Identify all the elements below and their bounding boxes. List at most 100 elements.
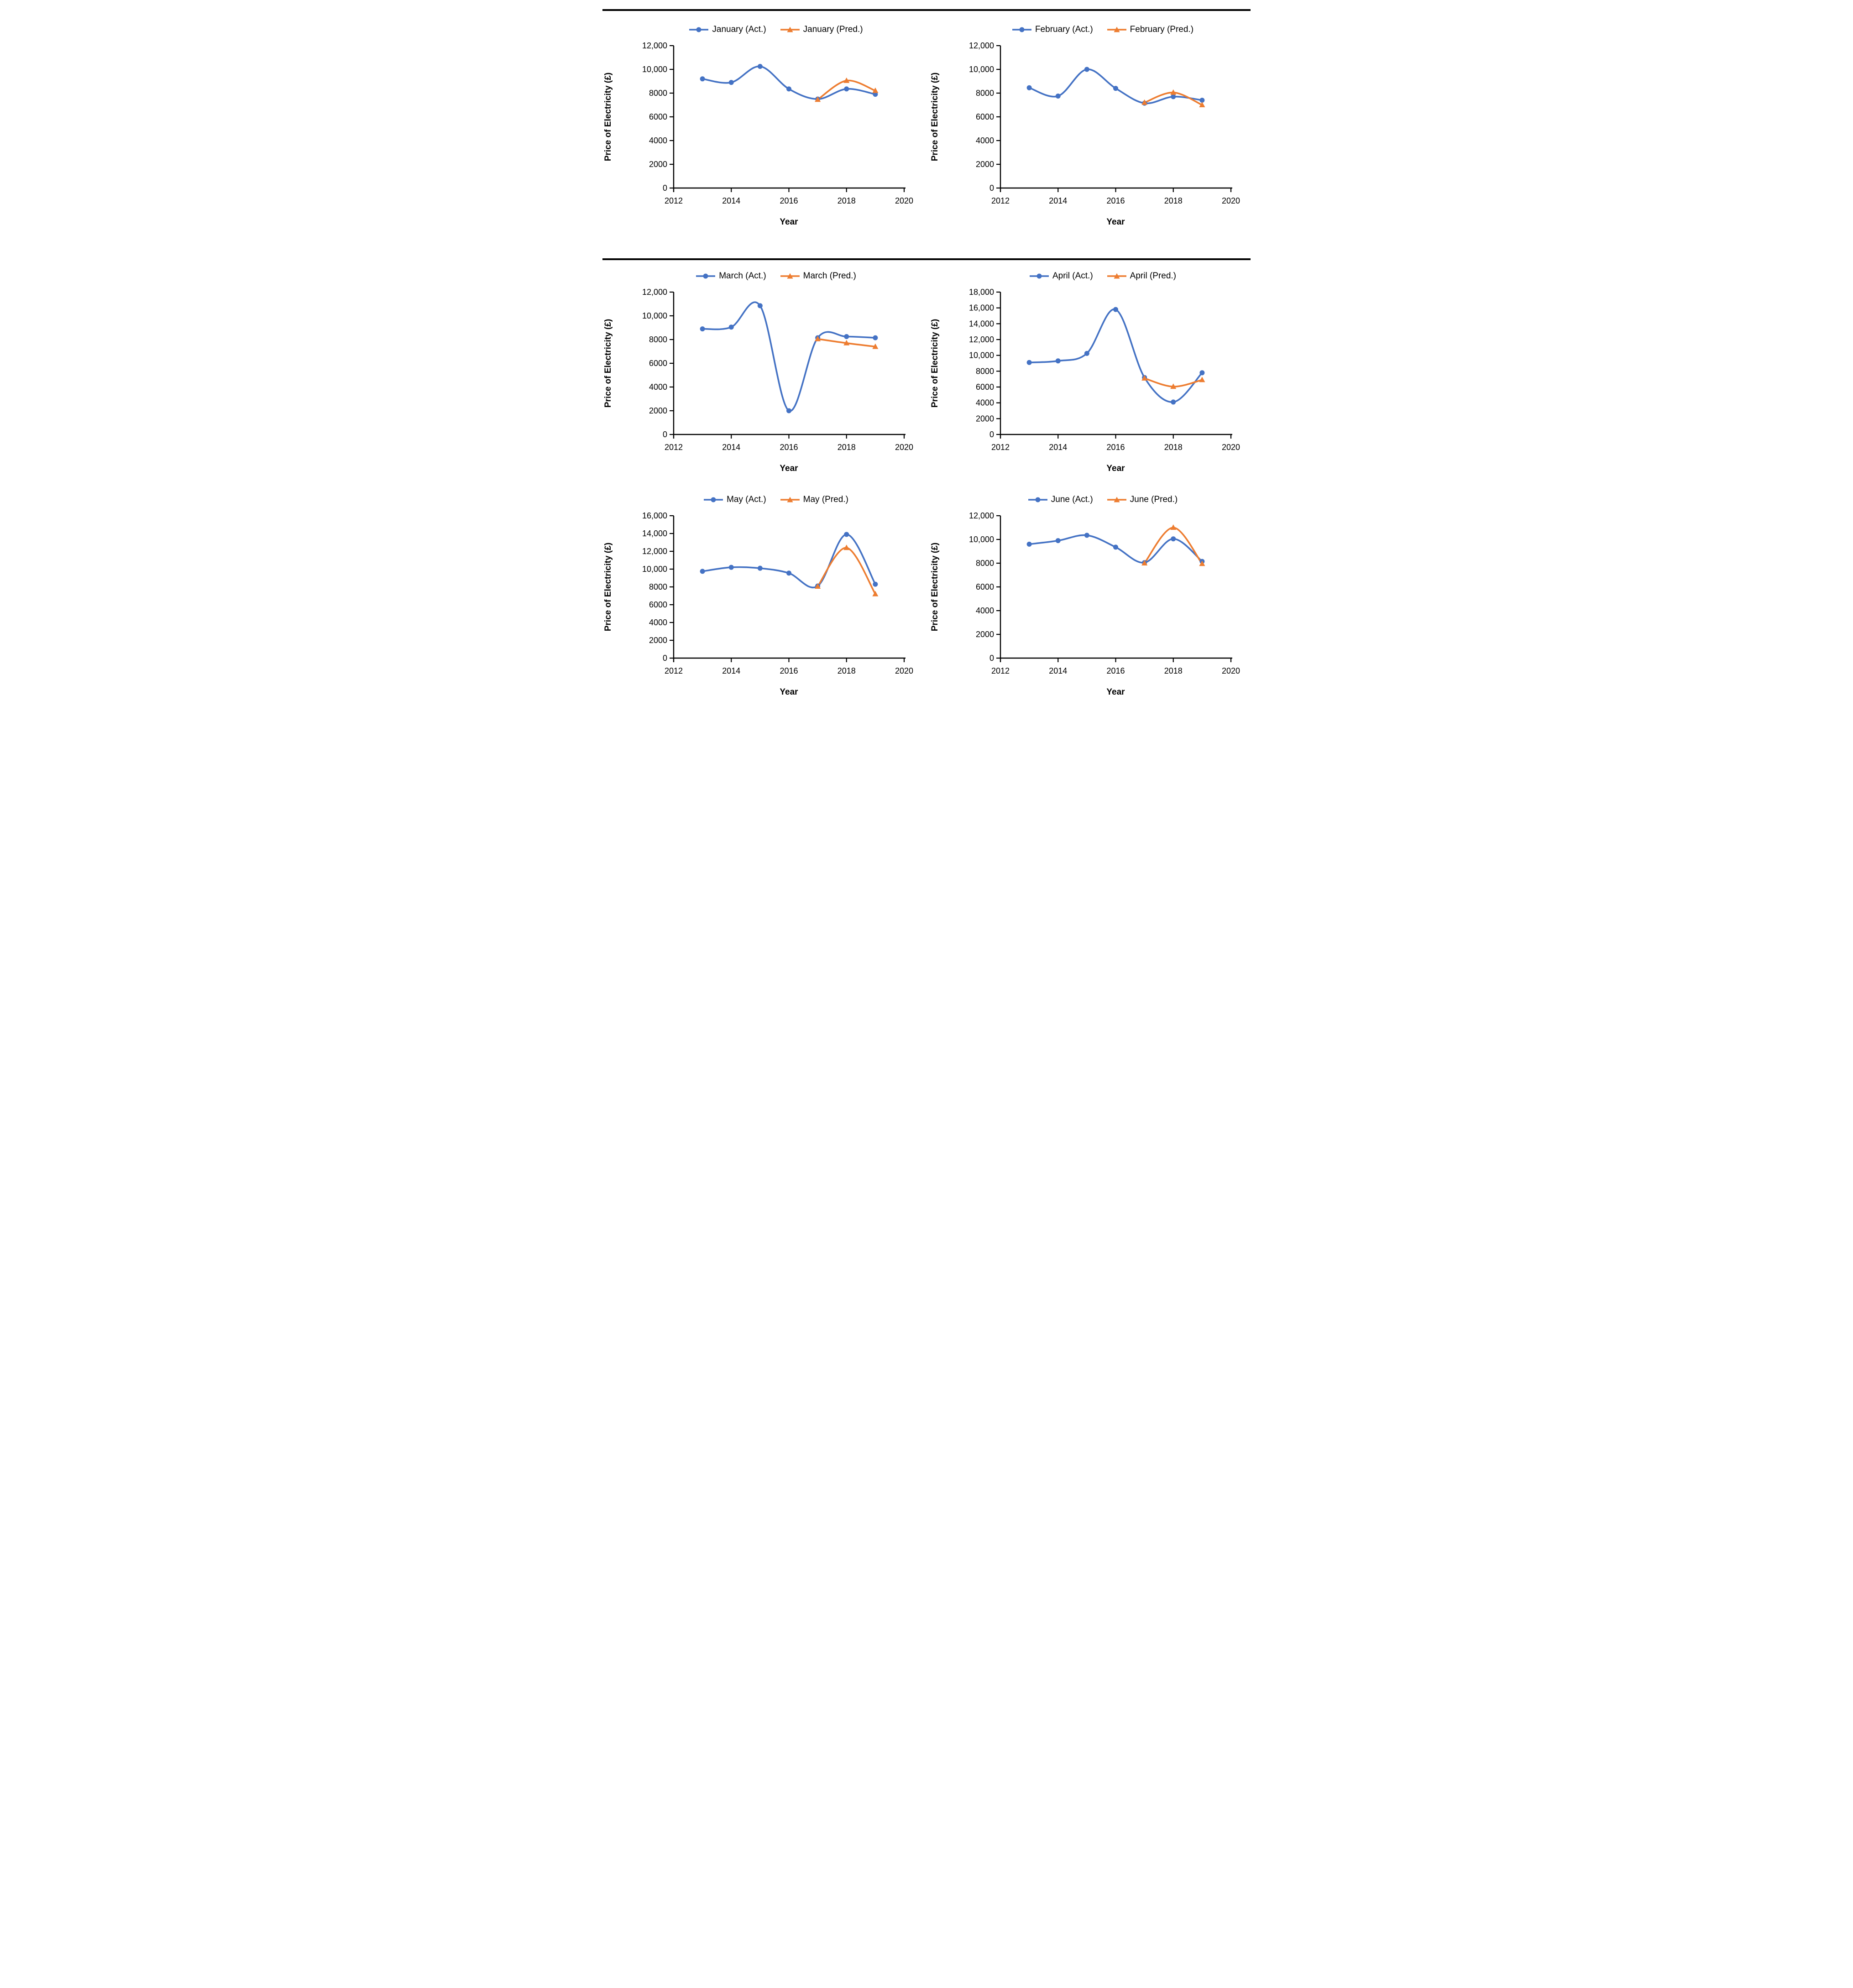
x-tick-label: 2020 — [1222, 443, 1240, 452]
charts-grid: January (Act.) January (Pred.) 0 2000 4000 60… — [600, 24, 1253, 717]
y-tick-label: 2000 — [649, 160, 667, 169]
actual-series-line — [701, 301, 876, 412]
x-tick-label: 2014 — [722, 666, 740, 675]
actual-series-legend-marker-icon — [1012, 27, 1031, 32]
y-axis-title: Price of Electricity (£) — [603, 543, 613, 631]
y-tick-label: 2000 — [649, 636, 667, 645]
data-point-marker — [844, 532, 849, 537]
data-point-marker — [1141, 375, 1148, 381]
actual-series-legend-marker-icon — [696, 273, 716, 279]
y-tick-label: 6000 — [976, 112, 994, 121]
data-point-marker — [843, 340, 850, 345]
data-point-marker — [1055, 538, 1061, 544]
y-tick-label: 8000 — [649, 89, 667, 98]
plot-april: 0 2000 4000 6000 8000 10,000 12,000 14,000 16,00… — [930, 288, 1240, 473]
y-tick-label: 0 — [989, 654, 994, 663]
y-tick-label: 2000 — [976, 160, 994, 169]
x-tick-label: 2016 — [1106, 666, 1125, 675]
x-tick-label: 2012 — [665, 666, 683, 675]
data-point-marker — [786, 570, 791, 576]
chart-may: May (Act.) May (Pred.) 0 2000 4000 6000 8000 10… — [600, 494, 926, 717]
actual-series-markers — [1026, 307, 1205, 405]
legend-item-actual: June (Act.) — [1028, 495, 1093, 505]
data-point-marker — [1170, 89, 1177, 95]
data-point-marker — [728, 80, 734, 85]
y-tick-label: 10,000 — [969, 65, 994, 74]
data-point-marker — [757, 64, 763, 69]
y-tick-label: 2000 — [976, 630, 994, 639]
y-tick-label: 10,000 — [642, 65, 667, 74]
data-point-marker — [700, 76, 705, 82]
x-tick-label: 2018 — [838, 196, 856, 205]
legend-label-predicted: March (Pred.) — [803, 271, 856, 281]
chart-april: April (Act.) April (Pred.) 0 2000 4000 6000 80… — [926, 270, 1253, 494]
data-point-marker — [872, 591, 879, 596]
x-tick-label: 2020 — [1222, 196, 1240, 205]
legend-label-actual: May (Act.) — [727, 495, 766, 504]
legend-label-predicted: April (Pred.) — [1130, 271, 1177, 281]
plot-january: 0 2000 4000 6000 8000 10,000 12,000 2012 2014 201… — [603, 41, 913, 227]
plot-march: 0 2000 4000 6000 8000 10,000 12,000 2012 2014 201… — [603, 288, 913, 473]
legend-label-actual: June (Act.) — [1051, 495, 1093, 504]
legend-label-predicted: May (Pred.) — [803, 495, 848, 504]
x-tick-label: 2020 — [1222, 666, 1240, 675]
legend-item-predicted: January (Pred.) — [780, 25, 863, 35]
data-point-marker — [815, 335, 821, 341]
y-tick-label: 6000 — [649, 600, 667, 609]
predicted-series-markers — [1141, 375, 1205, 389]
data-point-marker — [757, 565, 763, 571]
predicted-series-legend-marker-icon — [780, 273, 800, 279]
x-axis-title: Year — [780, 687, 798, 697]
data-point-marker — [872, 343, 879, 349]
y-tick-label: 12,000 — [969, 511, 994, 520]
actual-series-line — [701, 534, 876, 588]
x-tick-label: 2016 — [780, 196, 798, 205]
y-axis-title: Price of Electricity (£) — [930, 543, 940, 631]
axes: 0 2000 4000 6000 8000 10,000 12,000 2012 2014 201… — [969, 511, 1240, 675]
y-tick-label: 14,000 — [969, 319, 994, 328]
y-tick-label: 4000 — [976, 606, 994, 615]
y-tick-label: 4000 — [649, 382, 667, 392]
x-tick-label: 2012 — [665, 196, 683, 205]
predicted-series-legend-marker-icon — [1107, 497, 1126, 502]
data-point-marker — [1171, 94, 1176, 99]
y-tick-label: 4000 — [976, 136, 994, 145]
actual-series-legend-marker-icon — [1028, 497, 1047, 502]
x-tick-label: 2018 — [1164, 666, 1183, 675]
chart-february: February (Act.) February (Pred.) 0 2000 4000… — [926, 24, 1253, 247]
y-tick-label: 6000 — [649, 112, 667, 121]
actual-series-line — [1028, 308, 1203, 403]
y-tick-label: 10,000 — [969, 351, 994, 360]
actual-series-markers — [700, 303, 878, 413]
data-point-marker — [1199, 377, 1205, 382]
predicted-series-markers — [815, 335, 879, 349]
x-tick-label: 2014 — [1049, 443, 1067, 452]
plot-may: 0 2000 4000 6000 8000 10,000 12,000 14,000 16,00… — [603, 511, 913, 697]
data-point-marker — [1026, 360, 1032, 365]
data-point-marker — [1084, 533, 1089, 538]
y-tick-label: 0 — [663, 654, 667, 663]
data-point-marker — [872, 87, 879, 93]
chart-march: March (Act.) March (Pred.) 0 2000 4000 6000 80… — [600, 270, 926, 494]
data-point-marker — [1113, 307, 1118, 312]
y-tick-label: 12,000 — [969, 335, 994, 344]
legend-item-predicted: May (Pred.) — [780, 495, 848, 505]
data-point-marker — [1026, 85, 1032, 90]
axes: 0 2000 4000 6000 8000 10,000 12,000 14,000 16,00… — [642, 511, 913, 675]
predicted-series-markers — [1141, 89, 1205, 107]
legend-item-actual: April (Act.) — [1029, 271, 1093, 281]
data-point-marker — [873, 335, 878, 340]
predicted-series-line — [1143, 527, 1203, 565]
data-point-marker — [1113, 86, 1118, 91]
x-tick-label: 2016 — [780, 666, 798, 675]
y-tick-label: 0 — [989, 183, 994, 193]
data-point-marker — [873, 92, 878, 97]
data-point-marker — [1170, 383, 1177, 389]
x-tick-label: 2016 — [780, 443, 798, 452]
axes: 0 2000 4000 6000 8000 10,000 12,000 2012 2014 201… — [969, 41, 1240, 205]
chart-legend-may: May (Act.) May (Pred.) — [703, 494, 848, 506]
x-tick-label: 2018 — [838, 666, 856, 675]
data-point-marker — [815, 96, 821, 102]
y-tick-label: 12,000 — [642, 547, 667, 556]
predicted-series-legend-marker-icon — [780, 26, 800, 32]
